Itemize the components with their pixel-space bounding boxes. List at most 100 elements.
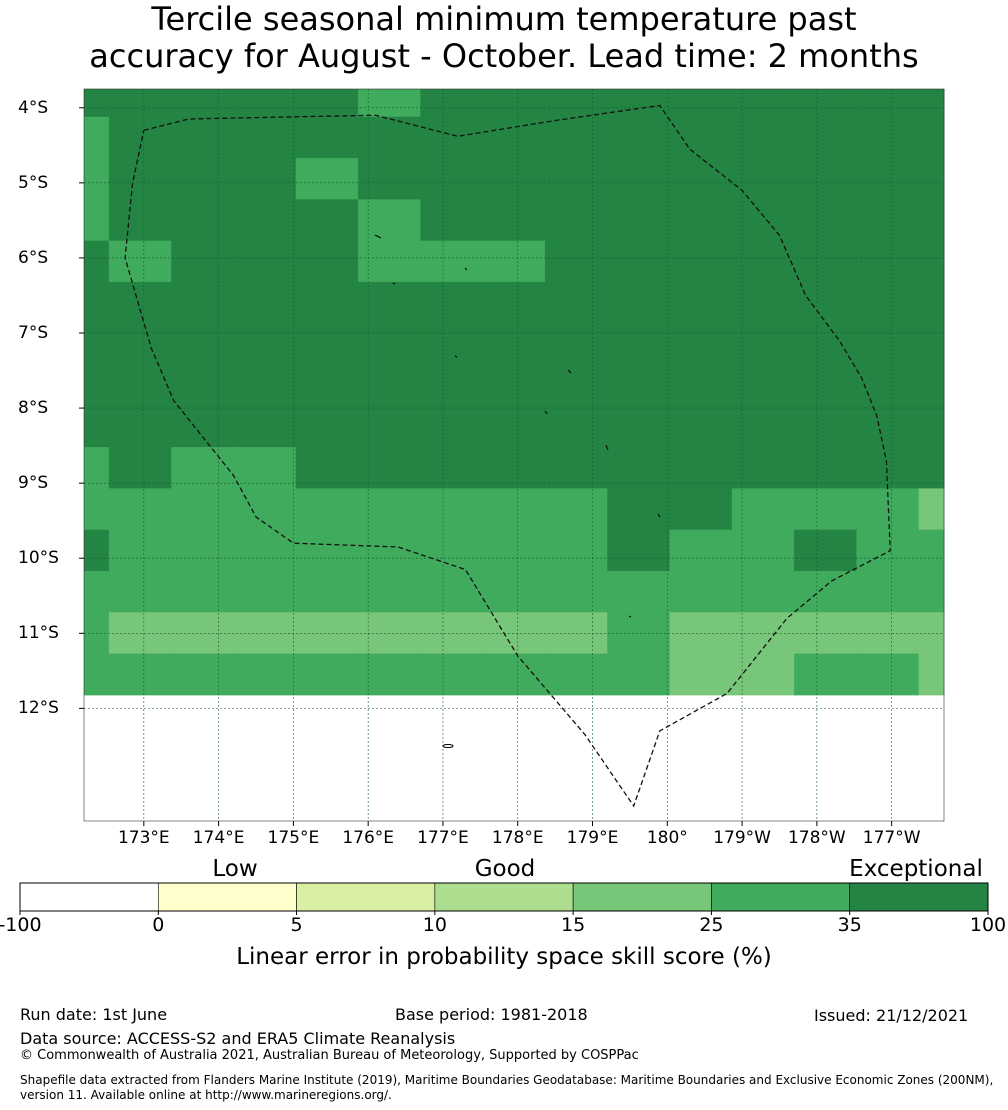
lon-label: 174°E [192, 828, 245, 848]
skill-cell [607, 364, 671, 407]
skill-cell [856, 405, 920, 448]
skill-cell [108, 116, 172, 159]
colorbar-category-exceptional: Exceptional [849, 856, 983, 882]
skill-cell [918, 405, 945, 448]
skill-cell [84, 405, 110, 448]
colorbar-segment [296, 882, 436, 912]
map-gridlines [84, 89, 944, 821]
colorbar-segment [19, 882, 159, 912]
colorbar-segment [849, 882, 989, 912]
issued-date: Issued: 21/12/2021 [814, 1006, 969, 1025]
skill-cell [420, 653, 484, 696]
skill-cell [482, 158, 546, 200]
copyright: © Commonwealth of Australia 2021, Austra… [20, 1048, 639, 1063]
colorbar-tick-label: 5 [290, 914, 303, 936]
skill-cell [794, 158, 857, 200]
skill-cell [856, 364, 920, 407]
skill-cell [607, 488, 671, 531]
skill-cell [108, 405, 172, 448]
colorbar [19, 882, 989, 915]
skill-cell [358, 158, 421, 200]
skill-cell [731, 405, 795, 448]
skill-cell [171, 281, 234, 324]
island-outline [657, 513, 661, 518]
island-outline [454, 355, 458, 358]
skill-cell [669, 570, 733, 613]
skill-cell [544, 116, 608, 159]
skill-cell [856, 240, 920, 283]
skill-cell [358, 570, 421, 613]
skill-cell [482, 199, 546, 242]
skill-cell [171, 199, 234, 242]
skill-cell [607, 323, 671, 366]
skill-cell [856, 158, 920, 200]
skill-cell [607, 89, 671, 118]
skill-cell [84, 570, 110, 613]
skill-cell [108, 653, 172, 696]
colorbar-segment [711, 882, 851, 912]
skill-cell [669, 158, 733, 200]
skill-cell [731, 116, 795, 159]
skill-cell [84, 529, 110, 572]
skill-cell [482, 488, 546, 531]
skill-cell [108, 199, 172, 242]
skill-cell [108, 364, 172, 407]
skill-cell [731, 364, 795, 407]
skill-cell [295, 240, 359, 283]
colorbar-category-good: Good [474, 856, 536, 882]
skill-cell [794, 199, 857, 242]
skill-cell [607, 653, 671, 696]
colorbar-tick-label: 25 [699, 914, 724, 936]
skill-cell [233, 364, 297, 407]
skill-cell [482, 529, 546, 572]
colorbar-tick-label: 10 [422, 914, 447, 936]
skill-cell [108, 488, 172, 531]
island-outline [374, 234, 382, 239]
skill-cell [856, 281, 920, 324]
lon-label: 177°E [417, 828, 469, 848]
skill-cell [918, 653, 945, 696]
lon-label: 178°E [491, 828, 544, 848]
skill-cell [108, 281, 172, 324]
skill-cell [233, 116, 297, 159]
lon-label: 180° [646, 828, 688, 848]
skill-cell [794, 116, 857, 159]
skill-cell [84, 323, 110, 366]
skill-cell [607, 281, 671, 324]
skill-cell [544, 89, 608, 118]
skill-cell [918, 116, 945, 159]
skill-cell [607, 405, 671, 448]
skill-cell [607, 240, 671, 283]
skill-cell [856, 323, 920, 366]
skill-cell [358, 529, 421, 572]
skill-cell [358, 653, 421, 696]
skill-cell [731, 199, 795, 242]
skill-cell [918, 89, 945, 118]
skill-cell [669, 529, 733, 572]
skill-cell [420, 364, 484, 407]
skill-cell [856, 653, 920, 696]
skill-cell [607, 199, 671, 242]
skill-cell [544, 364, 608, 407]
skill-cell [482, 653, 546, 696]
skill-cell [358, 447, 421, 489]
skill-cell [794, 405, 857, 448]
skill-cell [794, 281, 857, 324]
skill-cell [669, 488, 733, 531]
skill-cell [420, 281, 484, 324]
skill-cell [84, 116, 110, 159]
skill-cell [482, 116, 546, 159]
colorbar-label: Linear error in probability space skill … [236, 944, 772, 970]
skill-cell [295, 199, 359, 242]
skill-cell [420, 199, 484, 242]
skill-cell [544, 405, 608, 448]
skill-cell [607, 158, 671, 200]
skill-cell [856, 447, 920, 489]
skill-cell [420, 89, 484, 118]
skill-cell [731, 447, 795, 489]
skill-cell [482, 405, 546, 448]
skill-cell [171, 158, 234, 200]
colorbar-category-low: Low [212, 856, 258, 882]
skill-cell [233, 158, 297, 200]
skill-cell [794, 89, 857, 118]
